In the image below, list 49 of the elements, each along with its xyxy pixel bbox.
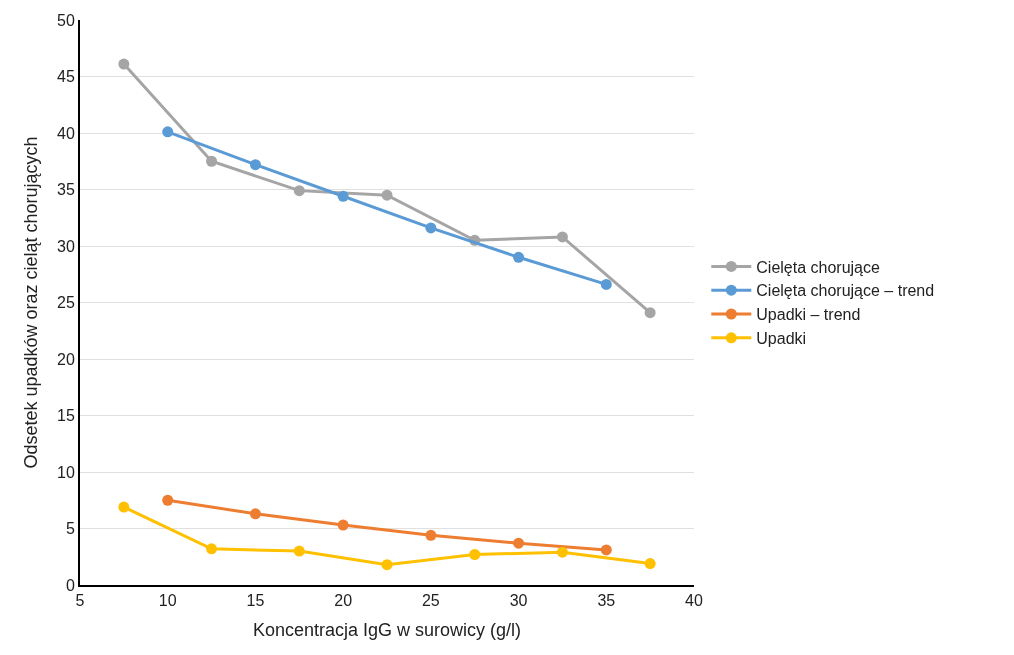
point [162, 494, 174, 506]
point [162, 126, 174, 138]
point [556, 546, 568, 558]
legend-label: Upadki [756, 330, 807, 348]
point [381, 189, 393, 201]
y-tick-label: 30 [57, 237, 75, 255]
point [513, 537, 525, 549]
y-tick-label: 5 [65, 520, 75, 538]
point [118, 501, 130, 513]
legend-label: Cielęta chorujące – trend [756, 282, 935, 300]
y-tick-label: 15 [57, 407, 75, 425]
point [600, 278, 612, 290]
point [249, 508, 261, 520]
y-tick-label: 35 [57, 181, 75, 199]
point [337, 190, 349, 202]
y-tick-label: 50 [57, 11, 75, 29]
y-tick-label: 40 [57, 124, 75, 142]
point [293, 185, 305, 197]
x-tick-label: 30 [509, 592, 528, 610]
point [293, 545, 305, 557]
point [381, 559, 393, 571]
point [425, 529, 437, 541]
y-tick-label: 25 [57, 294, 75, 312]
legend-label: Upadki – trend [756, 306, 861, 324]
point [469, 548, 481, 560]
x-axis-title: Koncentracja IgG w surowicy (g/l) [252, 619, 522, 640]
x-tick-label: 20 [334, 592, 353, 610]
point [206, 543, 218, 555]
point [206, 155, 218, 167]
x-tick-label: 15 [246, 592, 265, 610]
point [249, 159, 261, 171]
y-tick-label: 45 [57, 68, 75, 86]
x-tick-label: 25 [421, 592, 440, 610]
y-tick-label: 20 [57, 350, 75, 368]
legend-label: Cielęta chorujące [756, 258, 881, 276]
point [644, 558, 656, 570]
point [600, 544, 612, 556]
x-tick-label: 40 [685, 592, 703, 610]
point [556, 231, 568, 243]
y-tick-label: 0 [65, 576, 75, 594]
y-tick-label: 10 [57, 463, 75, 481]
point [513, 251, 525, 263]
y-axis-title: Odsetek upadków oraz cieląt chorujących [20, 136, 41, 469]
point [118, 58, 130, 70]
point [337, 519, 349, 531]
x-tick-label: 10 [158, 592, 177, 610]
point [425, 222, 437, 234]
point [644, 307, 656, 319]
x-tick-label: 35 [597, 592, 616, 610]
